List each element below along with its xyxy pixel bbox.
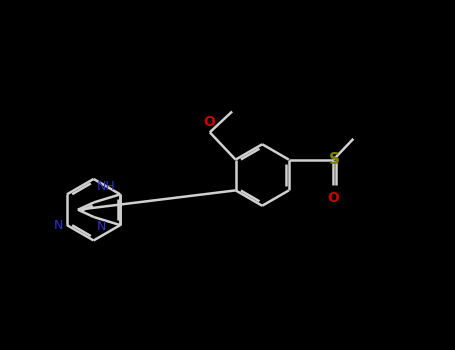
Text: N: N bbox=[54, 219, 63, 232]
Text: O: O bbox=[328, 191, 339, 205]
Text: O: O bbox=[203, 116, 215, 130]
Text: NH: NH bbox=[96, 180, 115, 194]
Text: S: S bbox=[329, 152, 340, 167]
Text: N: N bbox=[96, 219, 106, 233]
